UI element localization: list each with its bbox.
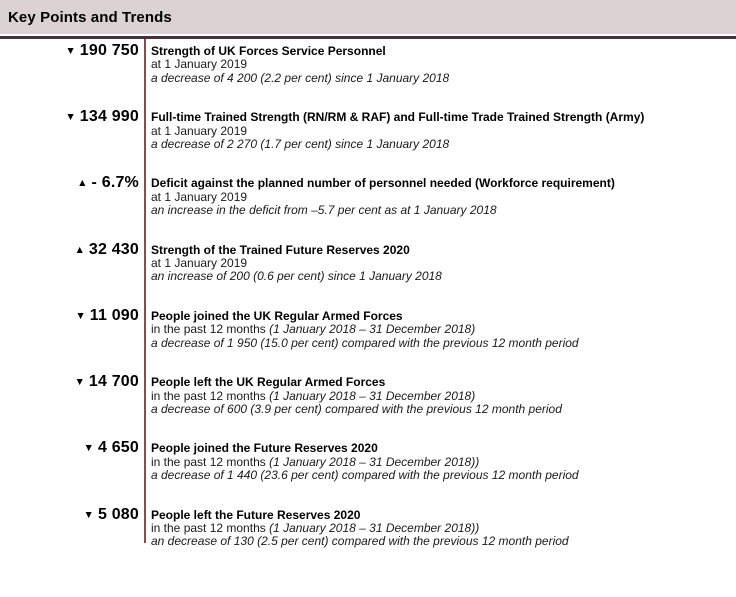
key-point-period: in the past 12 months (1 January 2018 – … [151,520,736,535]
key-point-title: Full-time Trained Strength (RN/RM & RAF)… [151,110,645,125]
up-triangle-icon: ▲ [74,243,85,256]
figure-cell: ▼ 11 090 [0,307,145,325]
figure-value: 32 430 [88,240,139,258]
page: Key Points and Trends ▼ 190 750 Strength … [0,0,736,549]
key-point-period: at 1 January 2019 [151,256,736,271]
key-point-period: in the past 12 months (1 January 2018 – … [151,388,736,403]
description-cell: Strength of the Trained Future Reserves … [145,242,736,284]
key-point-period: at 1 January 2019 [151,58,736,71]
description-cell: People joined the UK Regular Armed Force… [145,308,736,350]
key-point-row: ▲ - 6.7% Deficit against the planned numb… [0,174,736,217]
down-triangle-icon: ▼ [75,309,86,322]
key-point-period: in the past 12 months (1 January 2018 – … [151,323,736,336]
period-text: in the past 12 months [151,322,270,337]
divider-line [144,39,146,543]
figure-value: 4 650 [97,439,139,457]
description-cell: People left the Future Reserves 2020 in … [145,507,736,549]
section-header: Key Points and Trends [0,0,736,34]
key-point-period: at 1 January 2019 [151,189,736,204]
period-dates: (1 January 2018 – 31 December 2018)) [269,520,480,535]
figure-value: 11 090 [89,306,139,324]
key-point-change: an increase of 200 (0.6 per cent) since … [151,269,442,284]
down-triangle-icon: ▼ [65,111,76,124]
down-triangle-icon: ▼ [74,376,85,389]
key-point-title: Deficit against the planned number of pe… [151,176,615,191]
key-point-title: People left the UK Regular Armed Forces [151,375,386,390]
description-cell: People left the UK Regular Armed Forces … [145,375,736,416]
figure-value: 190 750 [79,42,139,59]
description-cell: Deficit against the planned number of pe… [145,176,736,218]
key-point-row: ▼ 4 650 People joined the Future Reserves… [0,439,736,482]
figure-cell: ▼ 14 700 [0,373,145,391]
key-point-row: ▼ 5 080 People left the Future Reserves 2… [0,506,736,549]
key-point-title: Strength of UK Forces Service Personnel [151,44,386,58]
key-point-period: in the past 12 months (1 January 2018 – … [151,454,736,469]
down-triangle-icon: ▼ [83,442,94,455]
down-triangle-icon: ▼ [65,45,76,57]
period-dates: (1 January 2018 – 31 December 2018)) [269,454,480,469]
description-cell: Strength of UK Forces Service Personnel … [145,44,736,85]
figure-cell: ▼ 5 080 [0,506,145,524]
key-point-change: a decrease of 1 950 (15.0 per cent) comp… [151,335,579,350]
key-point-row: ▼ 134 990 Full-time Trained Strength (RN/… [0,108,736,151]
key-point-row: ▲ 32 430 Strength of the Trained Future R… [0,241,736,284]
key-point-row: ▼ 11 090 People joined the UK Regular Arm… [0,307,736,350]
period-text: in the past 12 months [151,388,270,403]
figure-value: 14 700 [88,373,139,391]
up-triangle-icon: ▲ [77,177,88,190]
key-point-change: a decrease of 600 (3.9 per cent) compare… [151,401,562,416]
key-point-change: a decrease of 2 270 (1.7 per cent) since… [151,137,450,152]
key-point-row: ▼ 190 750 Strength of UK Forces Service P… [0,42,736,85]
key-point-change: a decrease of 4 200 (2.2 per cent) since… [151,70,450,85]
description-cell: Full-time Trained Strength (RN/RM & RAF)… [145,110,736,152]
period-text: at 1 January 2019 [151,189,248,204]
period-dates: (1 January 2018 – 31 December 2018) [269,388,476,403]
figure-cell: ▼ 190 750 [0,42,145,60]
figure-cell: ▲ - 6.7% [0,174,145,192]
figure-cell: ▼ 4 650 [0,439,145,457]
period-text: in the past 12 months [151,454,270,469]
figure-value: 5 080 [97,505,139,523]
period-text: at 1 January 2019 [151,57,248,72]
description-cell: People joined the Future Reserves 2020 i… [145,441,736,483]
header-rule [0,36,736,39]
period-text: at 1 January 2019 [151,123,248,138]
key-point-row: ▼ 14 700 People left the UK Regular Armed… [0,373,736,416]
period-dates: (1 January 2018 – 31 December 2018) [269,322,476,337]
key-point-change: a decrease of 1 440 (23.6 per cent) comp… [151,468,579,483]
period-text: in the past 12 months [151,520,270,535]
period-text: at 1 January 2019 [151,256,248,271]
key-point-title: People joined the Future Reserves 2020 [151,441,378,456]
key-point-title: Strength of the Trained Future Reserves … [151,242,410,257]
figure-cell: ▼ 134 990 [0,108,145,126]
figure-value: 134 990 [79,108,139,126]
key-point-title: People joined the UK Regular Armed Force… [151,308,403,323]
key-point-period: at 1 January 2019 [151,123,736,138]
key-point-title: People left the Future Reserves 2020 [151,507,361,522]
key-point-change: an decrease of 130 (2.5 per cent) compar… [151,534,569,549]
figure-cell: ▲ 32 430 [0,241,145,259]
figure-value: - 6.7% [91,174,139,192]
down-triangle-icon: ▼ [83,508,94,521]
key-point-change: an increase in the deficit from –5.7 per… [151,203,497,218]
page-title: Key Points and Trends [8,8,172,26]
key-points-list: ▼ 190 750 Strength of UK Forces Service P… [0,39,736,549]
